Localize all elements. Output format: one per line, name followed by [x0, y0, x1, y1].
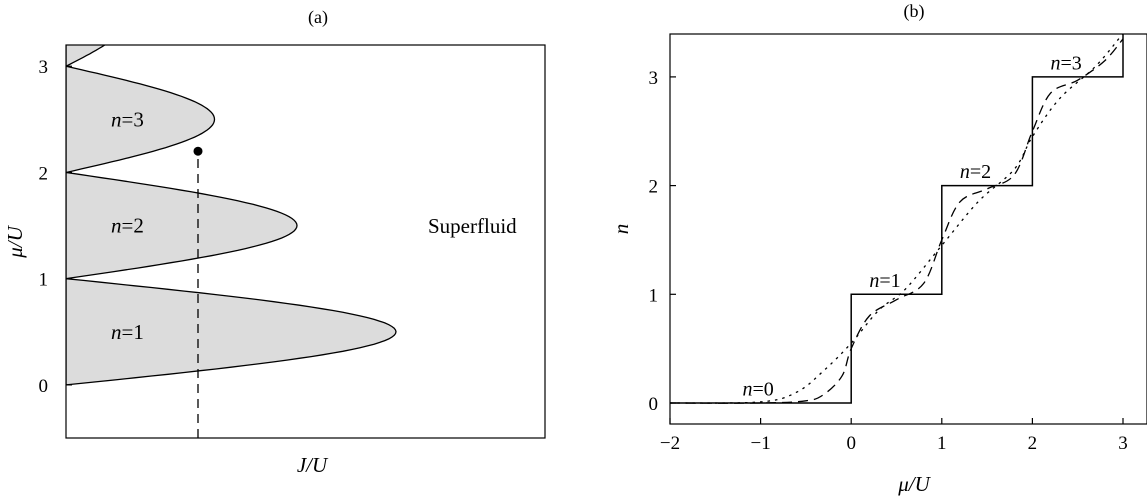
mott-lobe-n4-partial	[66, 45, 106, 67]
panel-a-y-ticks: 0 1 2 3	[39, 57, 72, 397]
plateau-label-n3: n=3	[1051, 52, 1082, 74]
panel-a-frame	[65, 44, 546, 439]
y-tick-label: 3	[649, 68, 659, 89]
state-marker-point	[193, 146, 203, 156]
superfluid-label: Superfluid	[428, 214, 517, 238]
series-line-dotted	[670, 34, 1124, 404]
lobe-label-n3: n=3	[111, 107, 144, 131]
lobe-label-n2: n=2	[111, 214, 144, 238]
x-tick-label: 1	[937, 433, 947, 454]
series-line-dashed	[670, 38, 1124, 404]
x-tick-label: 2	[1028, 433, 1038, 454]
panel-b-title: (b)	[904, 1, 925, 22]
series-line-solid	[670, 34, 1124, 404]
panel-a-x-label: J/U	[297, 453, 329, 477]
y-tick-label: 2	[649, 177, 659, 198]
y-tick-label: 2	[39, 163, 49, 184]
panel-b-ticks: −2 −1 0 1 2 3 0 1 2 3	[649, 68, 1128, 454]
panel-b-y-label: n	[609, 224, 633, 235]
plateau-label-n1: n=1	[869, 270, 900, 292]
mott-lobes	[66, 45, 397, 386]
mott-lobe-n3	[66, 65, 216, 174]
x-tick-label: −2	[660, 433, 680, 454]
mott-lobe-n1	[66, 278, 397, 386]
panel-b-frame	[669, 33, 1147, 425]
panel-a-phase-diagram: (a) 0 1 2 3 n=1 n=2 n=3 Superfluid J/U μ/U	[3, 7, 546, 477]
panel-b-filling-plot: (b) −2 −1 0 1 2 3 0 1 2 3 n=0 n=1 n=2 n=3 μ/U n	[609, 1, 1147, 496]
lobe-label-n1: n=1	[111, 320, 144, 344]
panel-b-series	[670, 34, 1124, 404]
x-tick-label: 3	[1118, 433, 1128, 454]
y-tick-label: 3	[39, 57, 49, 78]
y-tick-label: 0	[649, 394, 659, 415]
plateau-label-n2: n=2	[960, 161, 991, 183]
panel-a-y-label: μ/U	[3, 224, 27, 258]
x-tick-label: 0	[846, 433, 856, 454]
y-tick-label: 0	[39, 376, 49, 397]
y-tick-label: 1	[39, 270, 49, 291]
panel-b-x-label: μ/U	[897, 472, 931, 496]
lobe-labels: n=1 n=2 n=3	[111, 107, 144, 343]
x-tick-label: −1	[750, 433, 770, 454]
panel-a-title: (a)	[308, 7, 328, 28]
y-tick-label: 1	[649, 285, 659, 306]
mott-lobe-n2	[66, 171, 298, 280]
plateau-label-n0: n=0	[742, 379, 773, 401]
panel-b-annotations: n=0 n=1 n=2 n=3	[742, 52, 1081, 400]
